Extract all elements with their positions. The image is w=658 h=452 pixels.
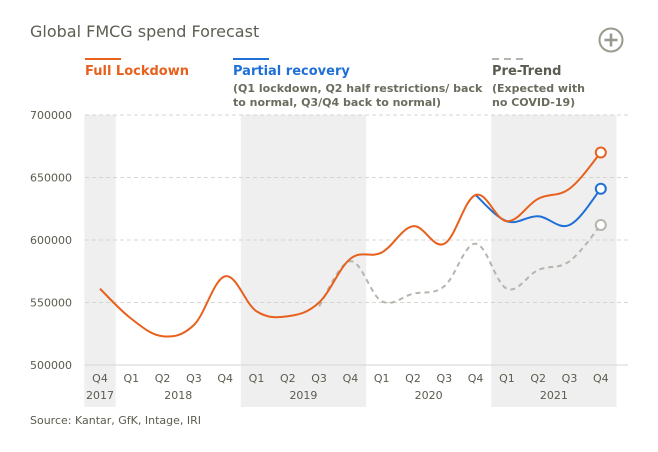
chart-title: Global FMCG spend Forecast	[30, 22, 260, 41]
year-label: 2020	[415, 389, 443, 402]
year-label: 2017	[86, 389, 114, 402]
year-bands	[84, 115, 617, 407]
year-band-2021	[491, 115, 617, 407]
legend-desc-line: (Q1 lockdown, Q2 half restrictions/ back	[233, 82, 483, 95]
x-tick-label: Q3	[436, 372, 452, 385]
legend-swatch-pre-trend	[492, 58, 528, 60]
x-tick-label: Q3	[186, 372, 202, 385]
series-line-full-lockdown	[99, 151, 602, 338]
y-axis-ticks: 700000 650000 600000 550000 500000	[30, 109, 72, 372]
year-label: 2021	[540, 389, 568, 402]
legend-swatch-full-lockdown	[85, 58, 121, 60]
series-line-pre-trend	[318, 224, 602, 307]
legend-desc-line: to normal, Q3/Q4 back to normal)	[233, 96, 442, 109]
legend-desc-pre-trend: (Expected with no COVID-19)	[492, 82, 642, 110]
legend-desc-line: (Expected with	[492, 82, 585, 95]
legend-desc-partial-recovery: (Q1 lockdown, Q2 half restrictions/ back…	[233, 82, 483, 110]
legend-desc-line: no COVID-19)	[492, 96, 576, 109]
year-band-2019	[240, 115, 367, 407]
legend-label-pre-trend: Pre-Trend	[492, 64, 562, 79]
y-tick-label: 700000	[30, 109, 72, 122]
x-tick-label: Q3	[562, 372, 578, 385]
endpoint-marker-pre-trend	[594, 219, 607, 231]
legend-swatch-partial-recovery	[233, 58, 269, 60]
y-tick-label: 500000	[30, 359, 72, 372]
endpoint-marker-partial-recovery	[594, 182, 607, 195]
endpoint-marker-full-lockdown	[594, 146, 607, 159]
x-tick-label: Q1	[499, 372, 515, 385]
y-tick-label: 650000	[30, 172, 72, 185]
year-label: 2019	[289, 389, 317, 402]
x-tick-label: Q4	[217, 372, 233, 385]
y-tick-label: 600000	[30, 234, 72, 247]
x-tick-label: Q4	[343, 372, 359, 385]
x-tick-label: Q2	[280, 372, 296, 385]
gridlines	[85, 114, 628, 366]
x-tick-label: Q4	[92, 372, 108, 385]
x-tick-label: Q4	[468, 372, 484, 385]
x-tick-label: Q4	[593, 372, 609, 385]
legend-label-full-lockdown: Full Lockdown	[85, 64, 189, 79]
x-tick-label: Q3	[311, 372, 327, 385]
x-tick-label: Q2	[405, 372, 421, 385]
expand-plus-icon[interactable]	[598, 27, 624, 53]
x-axis-ticks: Q4 Q1 Q2 Q3 Q4 Q1 Q2 Q3 Q4 Q1 Q2 Q3 Q4 Q1 Q2 Q3 Q4 2017 20…	[86, 372, 609, 402]
x-tick-label: Q1	[374, 372, 390, 385]
series-lines	[99, 146, 607, 338]
legend-label-partial-recovery: Partial recovery	[233, 64, 350, 79]
x-tick-label: Q1	[123, 372, 139, 385]
year-label: 2018	[164, 389, 192, 402]
x-tick-label: Q2	[155, 372, 171, 385]
y-tick-label: 550000	[30, 297, 72, 310]
x-tick-label: Q2	[530, 372, 546, 385]
source-note: Source: Kantar, GfK, Intage, IRI	[30, 414, 202, 427]
year-band-2017	[84, 115, 116, 407]
x-tick-label: Q1	[249, 372, 265, 385]
